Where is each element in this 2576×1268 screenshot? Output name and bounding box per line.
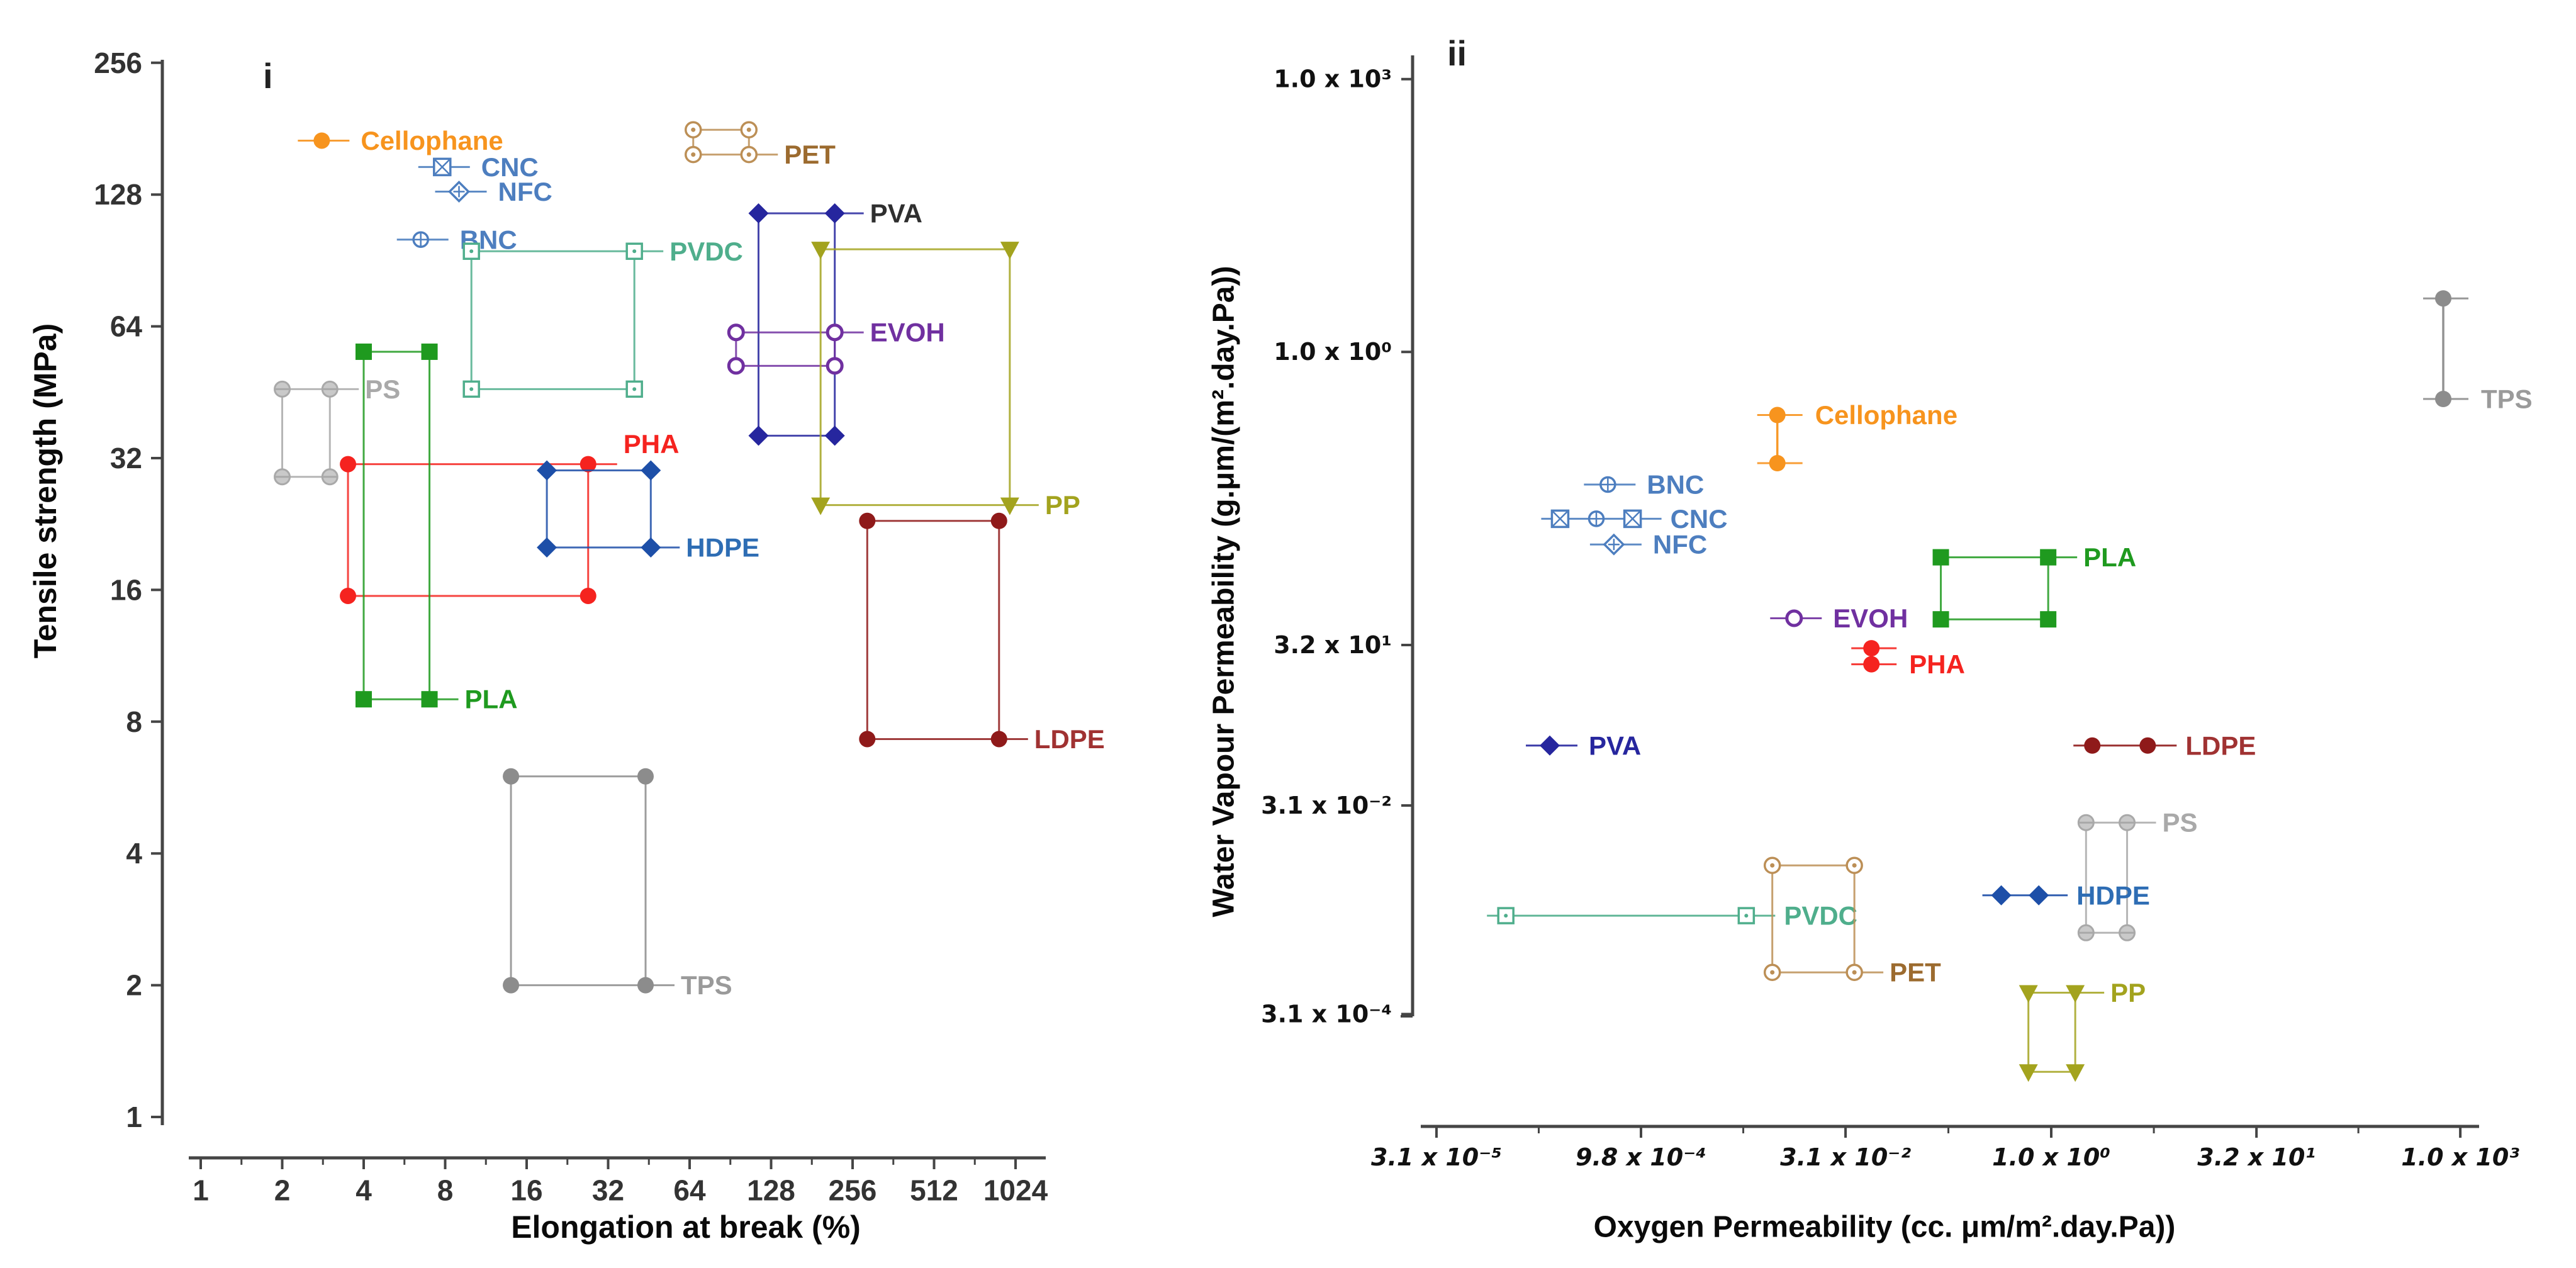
svg-text:3.2 x 10¹: 3.2 x 10¹ [2197, 1143, 2316, 1171]
svg-text:1: 1 [193, 1174, 209, 1207]
svg-text:PLA: PLA [2083, 542, 2136, 572]
panel-ii-tag: ii [1447, 33, 1467, 73]
svg-text:PET: PET [1890, 958, 1941, 987]
svg-text:PP: PP [1045, 490, 1080, 520]
svg-text:1.0 x 10⁰: 1.0 x 10⁰ [1992, 1143, 2110, 1171]
svg-text:512: 512 [910, 1174, 958, 1207]
svg-text:64: 64 [673, 1174, 706, 1207]
svg-text:NFC: NFC [498, 177, 552, 206]
svg-text:16: 16 [110, 573, 142, 606]
svg-text:EVOH: EVOH [870, 318, 945, 347]
panel-ii-y-axis-title: Water Vapour Permeability (g.μm/(m².day.… [1207, 266, 1241, 917]
panel-ii-x-axis-title: Oxygen Permeability (cc. μm/m².day.Pa)) [1593, 1210, 2176, 1244]
svg-text:PP: PP [2110, 978, 2146, 1007]
svg-text:3.1 x 10⁻²: 3.1 x 10⁻² [1261, 792, 1392, 819]
svg-text:3.1 x 10⁻⁵: 3.1 x 10⁻⁵ [1371, 1143, 1502, 1171]
panel-i-tag: i [263, 56, 273, 96]
svg-text:1024: 1024 [983, 1174, 1048, 1207]
svg-text:1.0 x 10³: 1.0 x 10³ [1274, 65, 1392, 93]
svg-text:3.1 x 10⁻²: 3.1 x 10⁻² [1780, 1143, 1911, 1171]
svg-text:CNC: CNC [1671, 504, 1728, 534]
svg-text:3.2 x 10¹: 3.2 x 10¹ [1274, 631, 1392, 659]
svg-text:16: 16 [510, 1174, 542, 1207]
svg-text:9.8 x 10⁻⁴: 9.8 x 10⁻⁴ [1576, 1143, 1706, 1171]
svg-text:2: 2 [274, 1174, 291, 1207]
svg-text:PVA: PVA [1589, 731, 1641, 760]
svg-text:128: 128 [747, 1174, 795, 1207]
svg-text:1: 1 [126, 1101, 142, 1133]
svg-text:TPS: TPS [2481, 384, 2533, 414]
svg-text:2: 2 [126, 969, 142, 1002]
svg-text:8: 8 [437, 1174, 454, 1207]
svg-text:32: 32 [592, 1174, 624, 1207]
svg-text:Cellophane: Cellophane [361, 126, 503, 155]
svg-text:64: 64 [110, 310, 143, 343]
svg-text:8: 8 [126, 705, 142, 738]
svg-text:CNC: CNC [481, 152, 539, 182]
svg-text:PVDC: PVDC [669, 237, 743, 266]
svg-text:128: 128 [94, 178, 142, 211]
panel-i-y-axis-title: Tensile strength (MPa) [28, 323, 63, 659]
svg-text:LDPE: LDPE [1034, 724, 1105, 754]
svg-text:1.0 x 10³: 1.0 x 10³ [2401, 1143, 2519, 1171]
svg-text:EVOH: EVOH [1833, 603, 1908, 633]
svg-text:1.0 x 10⁰: 1.0 x 10⁰ [1274, 338, 1392, 366]
svg-text:PLA: PLA [465, 685, 518, 714]
svg-text:PVDC: PVDC [1784, 901, 1857, 931]
svg-text:256: 256 [829, 1174, 877, 1207]
svg-text:4: 4 [126, 837, 142, 870]
panel-i-x-axis-title: Elongation at break (%) [511, 1209, 861, 1245]
svg-text:PET: PET [784, 140, 836, 169]
svg-text:PS: PS [365, 374, 400, 404]
svg-text:HDPE: HDPE [2076, 880, 2150, 910]
svg-text:Cellophane: Cellophane [1815, 400, 1957, 430]
svg-text:LDPE: LDPE [2185, 731, 2256, 760]
svg-text:PVA: PVA [870, 198, 922, 228]
svg-text:3.1 x 10⁻⁴: 3.1 x 10⁻⁴ [1261, 1001, 1392, 1028]
svg-text:32: 32 [110, 442, 142, 474]
svg-text:PHA: PHA [1909, 649, 1965, 679]
svg-text:BNC: BNC [1647, 470, 1704, 500]
svg-text:256: 256 [94, 47, 142, 79]
svg-text:PHA: PHA [624, 429, 680, 459]
svg-text:TPS: TPS [681, 970, 732, 1000]
svg-text:HDPE: HDPE [686, 532, 759, 562]
svg-text:NFC: NFC [1653, 530, 1707, 559]
svg-text:4: 4 [356, 1174, 372, 1207]
svg-text:PS: PS [2163, 808, 2198, 838]
